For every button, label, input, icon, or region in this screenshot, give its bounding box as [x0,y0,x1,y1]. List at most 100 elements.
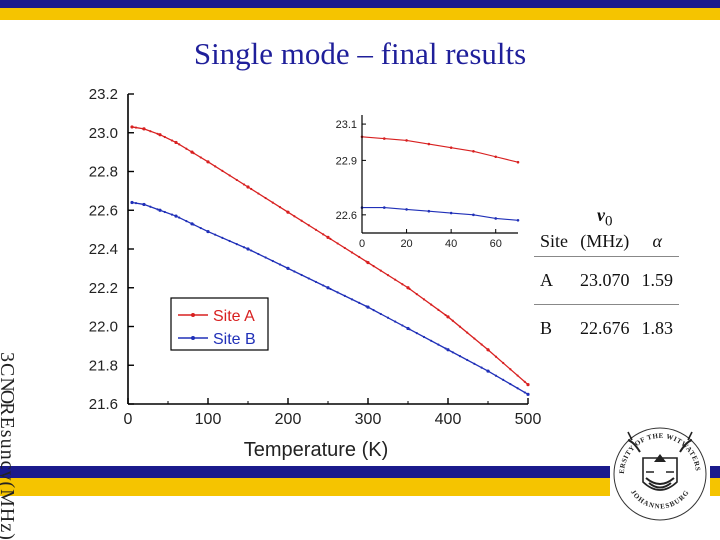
sample-point-site-b [228,239,231,243]
sample-point-site-b [458,355,462,358]
top-stripe-navy [0,0,720,8]
sample-point-site-b [516,387,519,390]
sample-point-site-b [379,312,382,316]
series-line-site-b [131,201,529,395]
sample-point-site-a [451,319,454,322]
sample-point-site-a [458,325,462,328]
sample-point-site-a [408,287,411,291]
inset-series-line-site-a [361,136,519,163]
row-b-site: B [534,304,575,352]
data-point-site-a [174,140,178,145]
row-a-nu0: 23.070 [574,256,636,305]
sample-point-site-a [199,156,202,159]
y-tick-label: 23.0 [89,125,118,142]
inset-background [362,115,518,233]
sample-point-site-b [430,339,433,342]
sample-point-site-a [163,135,166,139]
legend-marker-site-b [191,336,195,340]
series-line-site-a [131,126,529,386]
sample-point-site-b [322,284,325,287]
table-row: A 23.070 1.59 [534,256,680,305]
sample-point-site-b [156,208,159,211]
sample-point-site-a [523,380,526,383]
sample-point-site-a [264,196,267,200]
sample-point-site-a [437,308,440,311]
sample-point-site-a [444,313,447,317]
sample-point-site-b [394,320,397,323]
sample-point-site-b [257,252,260,256]
sample-point-site-a [250,187,253,191]
row-b-alpha: 1.83 [635,304,680,352]
sample-point-site-a [257,192,260,195]
data-point-site-a [246,185,250,189]
header-alpha: α [652,231,662,251]
sample-point-site-a [487,349,490,352]
sample-point-site-b [293,270,296,273]
top-stripe-yellow [0,8,720,20]
y-tick-label: 21.8 [89,357,118,374]
data-point-site-b [326,286,330,290]
sample-point-site-a [314,228,318,231]
inset-y-tick-label: 22.6 [336,210,357,222]
sample-point-site-a [286,210,289,213]
sample-point-site-a [170,139,174,142]
data-point-site-a [130,125,134,129]
data-point-site-b [130,200,134,205]
sample-point-site-a [343,246,346,250]
sample-point-site-b [314,280,318,284]
sample-point-site-a [466,331,469,334]
inset-data-point-site-b [516,218,520,222]
y-tick-label: 22.2 [89,280,118,297]
sample-point-site-b [134,202,138,205]
inset-x-tick-label: 20 [400,238,412,250]
sample-point-site-b [451,351,454,354]
row-a-alpha: 1.59 [635,256,680,305]
sample-point-site-a [494,355,498,358]
inset-data-point-site-a [516,160,520,164]
sample-point-site-a [473,337,476,340]
university-seal-logo: UNIVERSITY OF THE WITWATERSRAND JOHANNES… [610,412,710,532]
y-axis-garbled-label: 3 C NOR E s u n c y ( M H z ) [0,352,18,538]
sample-point-site-a [278,206,282,209]
data-point-site-a [446,315,450,319]
sample-point-site-a [235,178,238,182]
sample-point-site-a [422,298,426,301]
inset-data-point-site-b [382,206,386,209]
sample-point-site-b [271,259,274,263]
x-tick-label: 300 [355,411,382,428]
sample-point-site-a [502,361,505,365]
sample-point-site-a [401,283,404,286]
sample-point-site-b [142,203,145,206]
nu-subscript: 0 [605,214,613,230]
sample-point-site-a [365,260,368,263]
sample-point-site-a [415,293,418,296]
nu-unit: (MHz) [580,231,630,251]
inset-data-point-site-b [449,211,453,215]
sample-point-site-a [379,269,382,272]
sample-point-site-b [185,220,188,223]
sample-point-site-b [509,382,512,386]
y-tick-label: 22.8 [89,164,118,181]
sample-point-site-b [422,335,426,339]
sample-point-site-b [170,213,174,216]
x-axis-title: Temperature (K) [244,439,389,461]
inset-data-point-site-b [494,217,498,220]
inset-data-point-site-a [494,155,498,159]
inset-data-point-site-a [472,150,475,153]
inset-series-line-site-b [362,207,519,221]
x-tick-label: 500 [515,411,542,428]
sample-point-site-b [487,370,490,373]
x-tick-label: 400 [435,411,462,428]
header-site: Site [540,231,569,251]
sample-point-site-a [271,201,274,204]
sample-point-site-b [192,223,195,226]
sample-point-site-b [365,305,368,308]
sample-point-site-a [142,127,145,130]
inset-data-point-site-a [382,137,386,140]
data-point-site-a [158,133,162,137]
sample-point-site-b [214,233,217,236]
nu-symbol: v [597,205,606,226]
sample-point-site-b [300,273,303,277]
sample-point-site-a [156,132,159,135]
